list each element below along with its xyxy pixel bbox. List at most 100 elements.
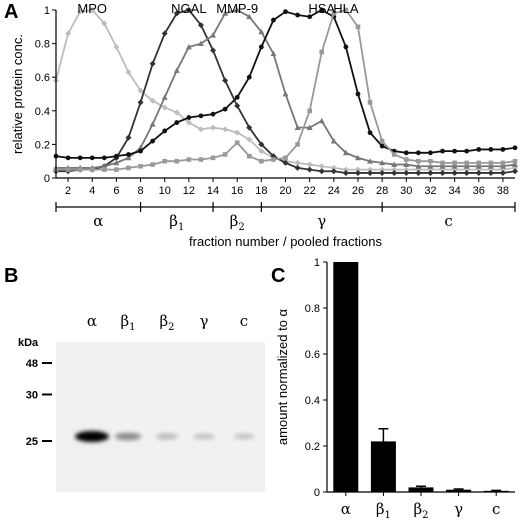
series-point <box>174 158 180 164</box>
panel-c-x-tick-label-text: β <box>376 500 385 518</box>
series-point <box>114 167 119 172</box>
panel-c-x-tick-label-text: α <box>341 500 351 518</box>
panel-c-x-tick-label-text: c <box>492 500 500 518</box>
panel-a-x-tick-label: 18 <box>255 185 267 197</box>
panel-a-x-axis-label: fraction number / pooled fractions <box>189 234 382 249</box>
panel-a-pooled-fractions: α β1 β2 γ c <box>55 202 516 233</box>
series-point <box>428 158 433 164</box>
series-point <box>415 150 421 156</box>
series-point <box>379 143 385 149</box>
series-point <box>512 158 518 164</box>
lane-label-text: c <box>240 312 248 330</box>
series-point <box>210 111 216 117</box>
series-point <box>294 159 301 166</box>
panel-a-x-tick-label: 30 <box>400 185 412 197</box>
marker-label: 48 <box>26 358 38 370</box>
panel-c-y-axis-label: amount normalized to α <box>275 308 290 445</box>
series-point <box>403 157 409 162</box>
blot-band <box>75 431 109 442</box>
series-point <box>258 148 265 155</box>
series-label-hsa: HSA <box>308 1 335 16</box>
panel-a-x-tick-label: 36 <box>473 185 485 197</box>
panel-a-line-chart: 00.20.40.60.812 4 6 8 10 12 14 16 18 20 22 24 26 28 30… <box>10 1 518 249</box>
series-point <box>379 169 386 176</box>
panel-c-bar-chart: 00.20.40.60.81α β1 β2 γ c amount normalized … <box>275 257 515 521</box>
series-point <box>464 160 469 166</box>
series-point <box>210 32 217 38</box>
series-point <box>126 165 131 171</box>
series-point <box>379 138 385 144</box>
series-line-hsa <box>55 8 516 159</box>
panel-c-x-tick-label: γ <box>454 500 463 518</box>
series-point <box>391 166 398 173</box>
series-point <box>499 163 506 169</box>
series-point <box>342 149 349 156</box>
series-point <box>439 169 446 176</box>
bar-0 <box>333 262 359 492</box>
panel-a-x-tick-label: 28 <box>376 185 388 197</box>
panel-c-x-tick-label: α <box>341 500 351 518</box>
series-point <box>210 155 216 161</box>
series-point <box>198 113 204 119</box>
series-point <box>512 168 518 175</box>
series-point <box>391 161 398 167</box>
series-point <box>500 160 506 166</box>
series-point <box>306 124 313 130</box>
series-point <box>499 169 506 176</box>
series-point <box>463 163 470 169</box>
pool-label-text: c <box>444 212 452 230</box>
series-point <box>342 169 349 176</box>
series-point <box>439 163 446 169</box>
series-point <box>318 163 325 170</box>
series-point <box>185 119 192 126</box>
series-point <box>185 43 192 50</box>
series-point <box>283 155 288 161</box>
series-point <box>150 162 155 167</box>
series-point <box>367 158 374 164</box>
series-point <box>440 160 445 166</box>
pool-label: β2 <box>230 212 245 233</box>
series-point <box>234 94 240 100</box>
lane-label-text: β <box>159 312 168 330</box>
series-point <box>367 166 374 173</box>
panel-c-y-tick-label: 1 <box>314 257 320 269</box>
blot-membrane <box>56 342 265 492</box>
series-point <box>427 169 434 176</box>
series-point <box>101 155 107 161</box>
series-line-hla <box>56 8 516 171</box>
blot-band <box>114 432 142 441</box>
series-point <box>476 160 482 166</box>
series-label-mpo: MPO <box>77 1 107 16</box>
subscript: 1 <box>129 322 135 333</box>
series-point <box>102 167 107 172</box>
panel-a-x-tick-label: 12 <box>183 185 195 197</box>
series-point <box>173 10 180 17</box>
series-point <box>222 126 229 133</box>
series-point <box>246 13 253 20</box>
series-point <box>271 17 276 23</box>
series-point <box>319 7 325 13</box>
series-point <box>306 161 313 168</box>
series-point <box>246 153 252 159</box>
lane-label: β1 <box>120 312 135 333</box>
series-point <box>318 117 325 124</box>
lane-label-text: γ <box>200 312 209 330</box>
series-point <box>271 157 276 162</box>
series-point <box>512 161 518 167</box>
series-point <box>367 169 374 176</box>
series-point <box>161 94 168 100</box>
subscript: 2 <box>238 222 244 233</box>
series-point <box>161 104 168 111</box>
panel-a-y-tick-label: 0.2 <box>35 139 50 151</box>
series-point <box>367 100 373 105</box>
series-point <box>65 167 71 172</box>
series-point <box>306 166 313 173</box>
series-label-mmp-9: MMP-9 <box>216 1 258 16</box>
series-point <box>403 169 410 176</box>
panel-a-y-tick-label: 1 <box>44 5 50 17</box>
series-point <box>342 166 349 173</box>
panel-a-x-tick-label: 34 <box>448 185 460 197</box>
series-point <box>452 148 458 154</box>
series-point <box>197 22 204 29</box>
